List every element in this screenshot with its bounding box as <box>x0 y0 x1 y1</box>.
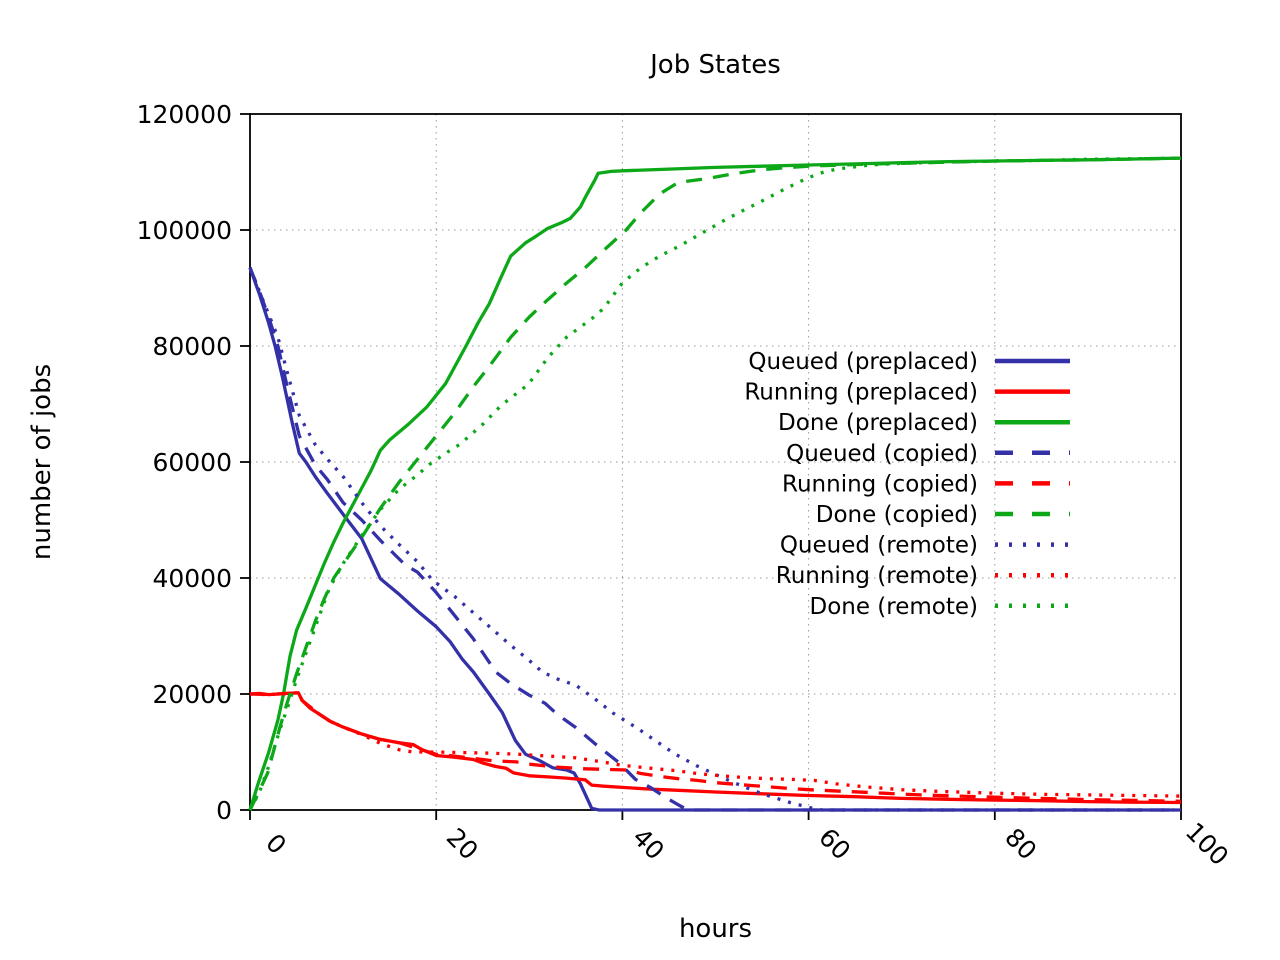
y-tick-label: 80000 <box>152 332 232 361</box>
legend-label-queued-copied: Queued (copied) <box>786 441 978 467</box>
y-tick-label: 0 <box>216 796 232 825</box>
legend-label-done-copied: Done (copied) <box>816 502 978 528</box>
legend-label-running-preplaced: Running (preplaced) <box>744 380 978 406</box>
legend-label-queued-remote: Queued (remote) <box>780 533 978 559</box>
x-tick-label: 0 <box>260 828 292 860</box>
x-tick-label: 80 <box>999 822 1042 865</box>
y-tick-label: 60000 <box>152 448 232 477</box>
legend-label-queued-preplaced: Queued (preplaced) <box>748 349 978 375</box>
series-running-copied-line <box>249 691 1182 803</box>
series-running-remote-line <box>249 691 1182 798</box>
y-tick-label: 40000 <box>152 564 232 593</box>
x-tick-label: 100 <box>1180 817 1234 871</box>
y-tick-label: 100000 <box>137 216 232 245</box>
plot-border <box>249 113 1182 811</box>
x-tick-label: 60 <box>813 822 856 865</box>
series-done-preplaced-line <box>248 156 1182 811</box>
legend-label-running-remote: Running (remote) <box>776 563 978 589</box>
series-done-remote-line <box>248 156 1182 811</box>
x-tick-label: 40 <box>627 822 670 865</box>
legend-label-done-remote: Done (remote) <box>809 594 978 620</box>
series-queued-remote-line <box>248 267 1181 812</box>
chart-title: Job States <box>650 50 781 80</box>
x-tick-label: 20 <box>441 822 484 865</box>
y-axis-label: number of jobs <box>27 363 57 561</box>
legend-label-running-copied: Running (copied) <box>782 471 978 497</box>
x-axis-label: hours <box>678 914 753 944</box>
series-done-copied-line <box>248 156 1182 811</box>
series-queued-preplaced-line <box>248 267 1181 812</box>
series-queued-copied-line <box>248 267 1181 812</box>
y-tick-label: 20000 <box>152 680 232 709</box>
legend-label-done-preplaced: Done (preplaced) <box>778 410 978 436</box>
y-tick-label: 120000 <box>137 100 232 129</box>
